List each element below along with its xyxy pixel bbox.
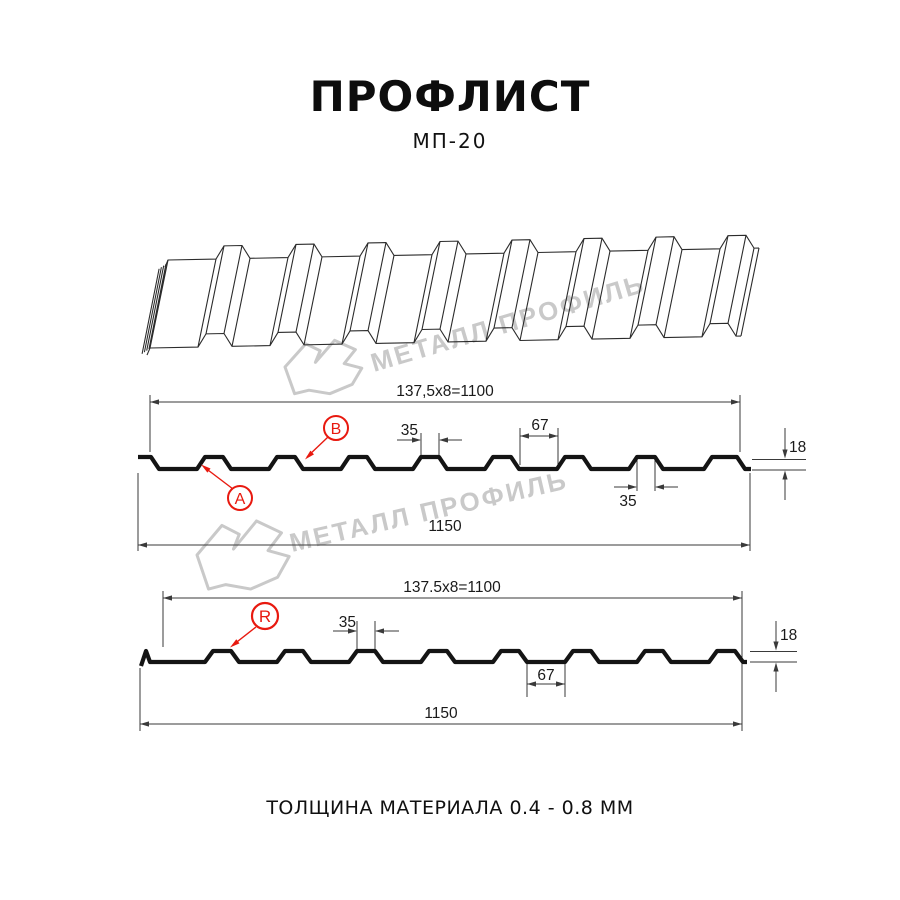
cross-section-bottom: 137.5x8=1100 35 67 18 1150 R [139, 579, 797, 731]
profile-outline [138, 454, 751, 472]
material-thickness-note: ТОЛЩИНА МАТЕРИАЛА 0.4 - 0.8 ММ [266, 797, 634, 819]
brand-logo-watermark [195, 519, 291, 591]
brand-logo-watermark [283, 338, 364, 396]
profile-3d-view [141, 234, 760, 356]
dim-overall-width: 1150 [424, 705, 458, 722]
cross-section-top: 137,5x8=1100 35 67 18 35 1150 B A [137, 383, 806, 551]
dim-profile-height: 18 [789, 439, 806, 456]
callout-labels [230, 601, 280, 648]
callout-label-r: R [259, 607, 271, 626]
dim-valley-width: 67 [531, 417, 548, 434]
dim-rib-bottom-width: 35 [619, 493, 636, 510]
dimension-lines [137, 395, 806, 551]
dim-valley-width: 67 [537, 667, 554, 684]
callout-labels [201, 415, 349, 511]
profile-outline [139, 648, 747, 667]
brand-watermark: МЕТАЛЛ ПРОФИЛЬ [195, 465, 571, 591]
dim-rib-width: 35 [339, 614, 356, 631]
brand-watermark-text: МЕТАЛЛ ПРОФИЛЬ [287, 465, 571, 558]
callout-circle-r [250, 601, 280, 631]
profile-model-subtitle: МП-20 [412, 129, 488, 153]
callout-label-a: A [235, 491, 246, 508]
dim-module-width: 137,5x8=1100 [396, 383, 494, 400]
dim-overall-width: 1150 [428, 518, 462, 535]
dim-module-width: 137.5x8=1100 [403, 579, 501, 596]
brand-watermark-text: МЕТАЛЛ ПРОФИЛЬ [367, 268, 649, 378]
callout-circle-b [323, 415, 349, 441]
callout-circle-a [227, 485, 253, 511]
dim-profile-height: 18 [780, 627, 797, 644]
page-title: ПРОФЛИСТ [309, 72, 591, 121]
dim-rib-top-width: 35 [401, 422, 418, 439]
callout-label-b: B [331, 421, 342, 438]
